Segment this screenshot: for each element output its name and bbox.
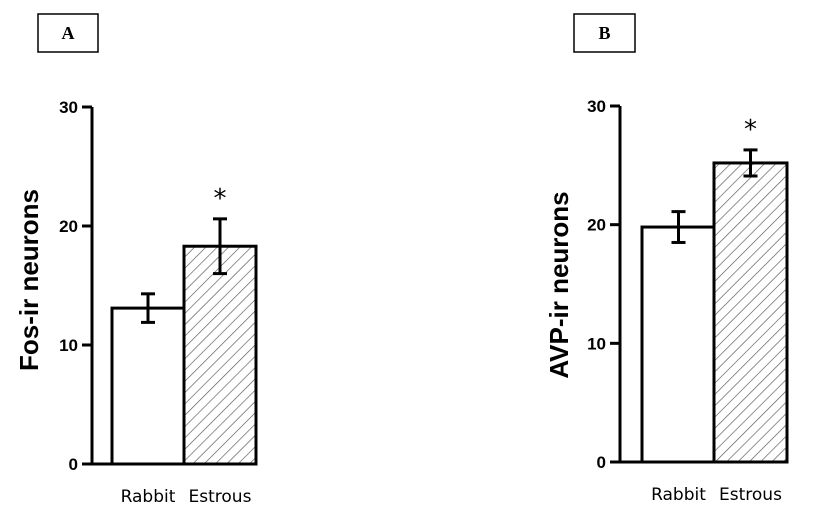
y-tick-label: 20 <box>587 216 606 235</box>
y-tick-label: 30 <box>59 98 78 117</box>
y-tick-label: 0 <box>597 453 606 472</box>
panel-label-box <box>573 13 636 53</box>
x-category-label: Estrous <box>189 487 252 507</box>
panel-a: A 0 10 20 30 Fos-ir neurons Rabbit * Estrous <box>14 13 258 507</box>
panel-label-box <box>37 13 99 53</box>
x-category-label: Rabbit <box>651 485 706 505</box>
y-tick-label: 0 <box>69 455 78 474</box>
bar-estrous <box>712 161 789 464</box>
significance-marker: * <box>744 115 757 145</box>
significance-marker: * <box>214 184 227 214</box>
bar-rabbit <box>640 225 717 464</box>
bar-estrous <box>182 244 258 466</box>
panel-label: B <box>598 23 610 43</box>
y-tick-label: 20 <box>59 217 78 236</box>
bar-rabbit <box>110 306 186 466</box>
x-category-label: Estrous <box>719 485 782 505</box>
y-tick-label: 30 <box>587 97 606 116</box>
y-axis-title: AVP-ir neurons <box>544 191 574 378</box>
y-tick-label: 10 <box>59 336 78 355</box>
y-axis-title: Fos-ir neurons <box>14 189 44 371</box>
panel-label: A <box>62 23 75 43</box>
x-category-label: Rabbit <box>121 487 176 507</box>
panel-b: B 0 10 20 30 AVP-ir neurons Rabbit * Estrous <box>544 13 789 505</box>
y-tick-label: 10 <box>587 334 606 353</box>
